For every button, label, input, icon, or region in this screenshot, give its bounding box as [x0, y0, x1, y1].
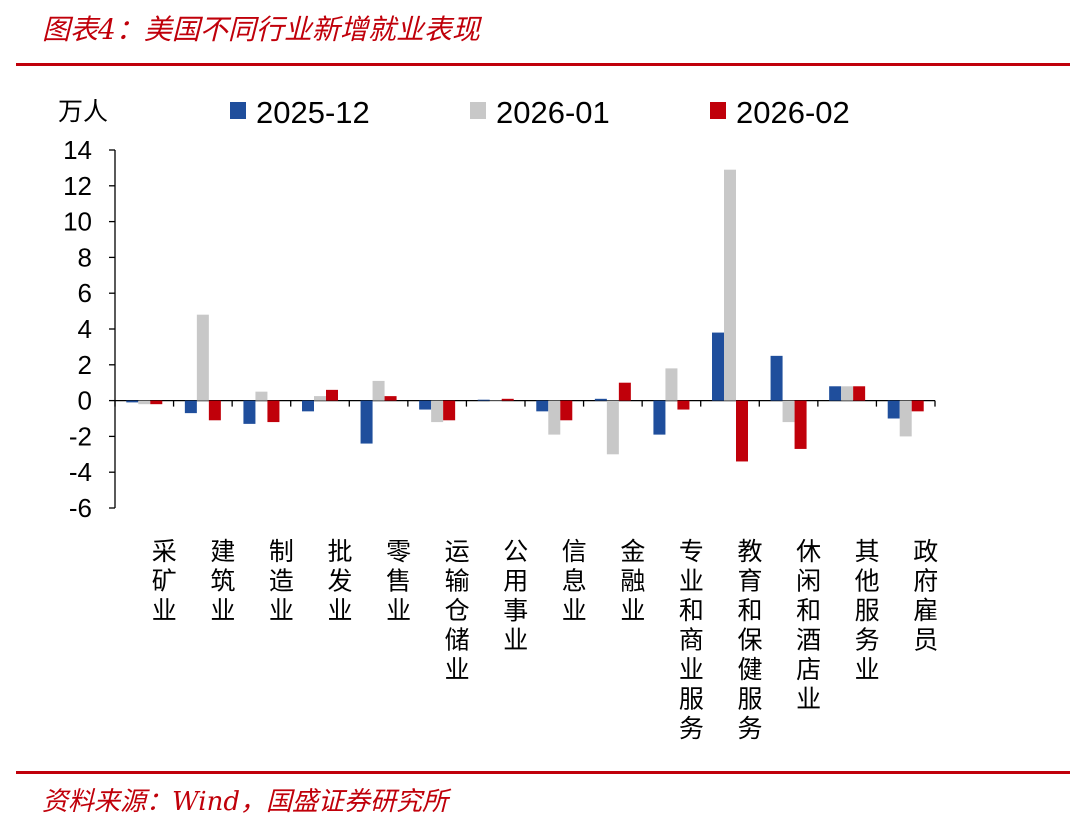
bar-2026-01-休闲和酒店业 [782, 400, 795, 423]
bar-2026-01-公用事业 [489, 400, 502, 402]
bar-2026-02-金融业 [618, 382, 631, 401]
category-label: 其他服务业 [855, 537, 880, 684]
legend-swatch-2026-01 [470, 102, 486, 119]
bar-2025-12-运输仓储业 [419, 400, 432, 410]
figure-title: 图表4：美国不同行业新增就业表现 [42, 13, 480, 46]
bar-2026-01-信息业 [548, 400, 561, 435]
bar-2026-02-专业和商业服务 [677, 400, 690, 410]
category-label: 信息业 [562, 537, 587, 625]
category-label: 建筑业 [210, 537, 235, 625]
category-label: 教育和保健服务 [737, 537, 762, 743]
bar-2025-12-休闲和酒店业 [770, 355, 783, 401]
bar-2025-12-公用事业 [477, 399, 490, 401]
bar-2026-01-金融业 [606, 400, 619, 455]
bar-2026-02-信息业 [560, 400, 573, 421]
bar-2026-01-批发业 [314, 396, 326, 401]
bar-2026-02-采矿业 [150, 400, 163, 405]
legend-swatch-2025-12 [230, 102, 246, 119]
legend-swatch-2026-02 [710, 102, 726, 119]
y-tick-label: 14 [63, 135, 92, 165]
source-rule [16, 771, 1070, 774]
bar-2025-12-信息业 [536, 400, 549, 412]
y-tick-label: 0 [78, 386, 92, 416]
bar-2026-02-公用事业 [501, 398, 514, 401]
category-label: 公用事业 [503, 537, 528, 655]
bar-2026-01-其他服务业 [841, 386, 854, 401]
y-tick-label: 2 [78, 350, 92, 380]
category-label: 专业和商业服务 [679, 537, 704, 743]
unit-label: 万人 [58, 97, 108, 126]
bar-2025-12-金融业 [594, 398, 607, 401]
bar-2025-12-教育和保健服务 [712, 332, 724, 401]
bar-2025-12-专业和商业服务 [653, 400, 666, 435]
y-tick-label: 10 [63, 207, 92, 237]
category-label: 运输仓储业 [445, 537, 470, 684]
category-label: 政府雇员 [913, 537, 938, 655]
bar-2026-01-零售业 [372, 380, 385, 401]
category-label: 采矿业 [152, 537, 177, 625]
y-tick-label: -6 [69, 493, 92, 523]
title-rule [16, 63, 1070, 66]
bar-2026-02-零售业 [384, 396, 397, 401]
bar-2026-01-教育和保健服务 [724, 169, 736, 401]
legend-label-2025-12: 2025-12 [256, 95, 370, 130]
y-tick-label: -2 [69, 421, 92, 451]
bar-2026-01-专业和商业服务 [665, 368, 678, 401]
bar-2025-12-批发业 [302, 400, 314, 412]
category-label: 金融业 [620, 537, 645, 625]
category-label: 零售业 [386, 537, 411, 625]
bar-2026-02-其他服务业 [853, 386, 866, 401]
bar-2026-01-制造业 [255, 391, 268, 401]
bar-2026-02-运输仓储业 [443, 400, 456, 421]
bar-2026-01-建筑业 [196, 314, 209, 401]
bar-2026-01-采矿业 [138, 400, 151, 405]
bar-2026-02-休闲和酒店业 [794, 400, 807, 449]
category-label: 制造业 [269, 537, 294, 625]
bar-2025-12-零售业 [360, 400, 373, 444]
bar-2026-01-政府雇员 [899, 400, 912, 437]
bar-2026-01-运输仓储业 [431, 400, 444, 423]
y-tick-label: 4 [78, 314, 92, 344]
bar-2025-12-其他服务业 [829, 386, 842, 401]
category-label: 休闲和酒店业 [796, 537, 821, 714]
bar-2025-12-政府雇员 [887, 400, 900, 419]
bar-2025-12-采矿业 [126, 400, 139, 403]
bar-2026-02-教育和保健服务 [736, 400, 748, 462]
source-note: 资料来源：Wind，国盛证券研究所 [42, 787, 448, 817]
bar-2026-02-建筑业 [208, 400, 221, 421]
bar-2025-12-建筑业 [184, 400, 197, 414]
bar-2026-02-制造业 [267, 400, 280, 423]
legend-label-2026-02: 2026-02 [736, 95, 850, 130]
y-tick-label: 6 [78, 278, 92, 308]
bar-2026-02-批发业 [326, 389, 338, 401]
category-label: 批发业 [327, 537, 352, 625]
y-tick-label: 8 [78, 242, 92, 272]
y-tick-label: -4 [69, 457, 92, 487]
legend-label-2026-01: 2026-01 [496, 95, 610, 130]
y-tick-label: 12 [63, 171, 92, 201]
bar-2025-12-制造业 [243, 400, 256, 424]
bar-2026-02-政府雇员 [911, 400, 924, 412]
